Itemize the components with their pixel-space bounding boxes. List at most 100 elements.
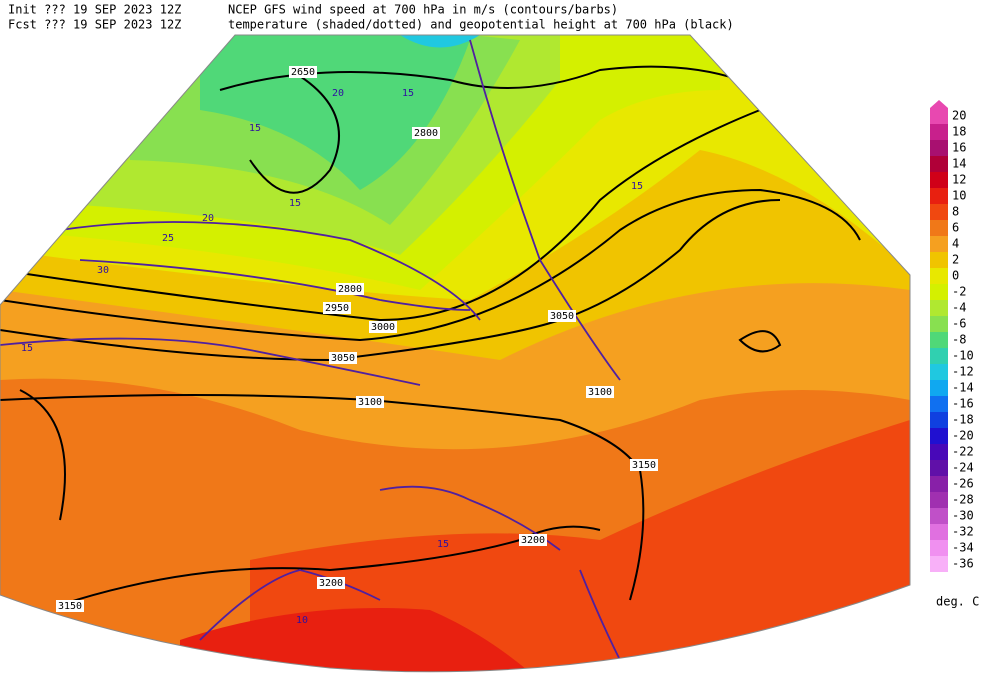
- title-line1: NCEP GFS wind speed at 700 hPa in m/s (c…: [228, 3, 618, 17]
- contour-label-bg: [336, 283, 364, 295]
- colorbar-box: [930, 540, 948, 556]
- height-contour-label: 3150: [58, 601, 82, 612]
- height-contours: [0, 65, 861, 606]
- contour-label-bg: [317, 577, 345, 589]
- colorbar-label: -26: [952, 477, 974, 491]
- height-contour-label: 3050: [550, 311, 574, 322]
- contour-label-bg: [329, 352, 357, 364]
- colorbar-box: [930, 268, 948, 284]
- height-contour-label: 3000: [371, 322, 395, 333]
- wind-contour-label: 10: [296, 615, 308, 626]
- colorbar-label: 14: [952, 157, 966, 171]
- height-contour-label: 2800: [338, 284, 362, 295]
- contour-label-bg: [519, 534, 547, 546]
- wind-contour-label: 15: [437, 539, 449, 550]
- colorbar-box: [930, 524, 948, 540]
- colorbar-box: [930, 220, 948, 236]
- colorbar-label: -34: [952, 541, 974, 555]
- height-contour-label: 2800: [414, 128, 438, 139]
- wind-contour-label: 15: [402, 88, 414, 99]
- colorbar-label: 0: [952, 269, 959, 283]
- colorbar-box: [930, 556, 948, 572]
- wind-contour-label: 25: [162, 233, 174, 244]
- colorbar-label: 2: [952, 253, 959, 267]
- colorbar-label: 16: [952, 141, 966, 155]
- contour-label-bg: [369, 321, 397, 333]
- fcst-text: Fcst ??? 19 SEP 2023 12Z: [8, 18, 181, 32]
- wind-contour-label: 15: [21, 343, 33, 354]
- colorbar-box: [930, 412, 948, 428]
- contour-label-bg: [412, 127, 440, 139]
- colorbar-label: 20: [952, 109, 966, 123]
- colorbar-label: -10: [952, 349, 974, 363]
- colorbar-box: [930, 476, 948, 492]
- colorbar-box: [930, 172, 948, 188]
- contour-label-bg: [323, 302, 351, 314]
- colorbar-label: 10: [952, 189, 966, 203]
- colorbar-box: [930, 348, 948, 364]
- colorbar-box: [930, 364, 948, 380]
- init-text: Init ??? 19 SEP 2023 12Z: [8, 3, 181, 17]
- wind-contours: [0, 39, 621, 661]
- colorbar-label: -12: [952, 365, 974, 379]
- colorbar-box: [930, 284, 948, 300]
- colorbar-label: 12: [952, 173, 966, 187]
- colorbar-box: [930, 380, 948, 396]
- map-border: [0, 34, 911, 673]
- colorbar-box: [930, 124, 948, 140]
- height-contour-label: 3200: [319, 578, 343, 589]
- wind-contour-label: 15: [249, 123, 261, 134]
- colorbar-label: -28: [952, 493, 974, 507]
- colorbar-label: -32: [952, 525, 974, 539]
- colorbar-box: [930, 332, 948, 348]
- title-line2: temperature (shaded/dotted) and geopoten…: [228, 18, 734, 32]
- wind-contour-label: 30: [97, 265, 109, 276]
- colorbar-box: [930, 236, 948, 252]
- colorbar-label: -36: [952, 557, 974, 571]
- colorbar-label: -20: [952, 429, 974, 443]
- height-contour-label: 3200: [521, 535, 545, 546]
- colorbar-box: [930, 188, 948, 204]
- colorbar-label: -30: [952, 509, 974, 523]
- colorbar-label: 6: [952, 221, 959, 235]
- colorbar-label: 8: [952, 205, 959, 219]
- colorbar-label: -16: [952, 397, 974, 411]
- colorbar-box: [930, 316, 948, 332]
- contour-label-bg: [56, 600, 84, 612]
- map-area: [0, 35, 910, 672]
- colorbar-box: [930, 508, 948, 524]
- colorbar-box: [930, 396, 948, 412]
- colorbar-label: -8: [952, 333, 966, 347]
- colorbar-box: [930, 156, 948, 172]
- colorbar-box: [930, 460, 948, 476]
- colorbar-box: [930, 444, 948, 460]
- wind-contour-label: 20: [202, 213, 214, 224]
- colorbar-label: -24: [952, 461, 974, 475]
- height-contour-label: 3100: [588, 387, 612, 398]
- colorbar-box: [930, 300, 948, 316]
- colorbar-label: 4: [952, 237, 959, 251]
- colorbar-box: [930, 492, 948, 508]
- colorbar-label: -18: [952, 413, 974, 427]
- colorbar-label: -4: [952, 301, 966, 315]
- wind-contour-label: 15: [631, 181, 643, 192]
- colorbar-arrow: [930, 100, 948, 108]
- colorbar-label: -22: [952, 445, 974, 459]
- contour-label-bg: [289, 66, 317, 78]
- height-contour-label: 2650: [291, 67, 315, 78]
- height-contour-label: 3050: [331, 353, 355, 364]
- wind-contour-label: 20: [332, 88, 344, 99]
- colorbar-box: [930, 428, 948, 444]
- colorbar-label: -2: [952, 285, 966, 299]
- contour-label-bg: [548, 310, 576, 322]
- colorbar-label: -6: [952, 317, 966, 331]
- colorbar-label: 18: [952, 125, 966, 139]
- colorbar-label: -14: [952, 381, 974, 395]
- height-contour-label: 2950: [325, 303, 349, 314]
- colorbar-box: [930, 252, 948, 268]
- colorbar-box: [930, 204, 948, 220]
- height-contour-label: 3150: [632, 460, 656, 471]
- contour-label-bg: [630, 459, 658, 471]
- contour-label-bg: [356, 396, 384, 408]
